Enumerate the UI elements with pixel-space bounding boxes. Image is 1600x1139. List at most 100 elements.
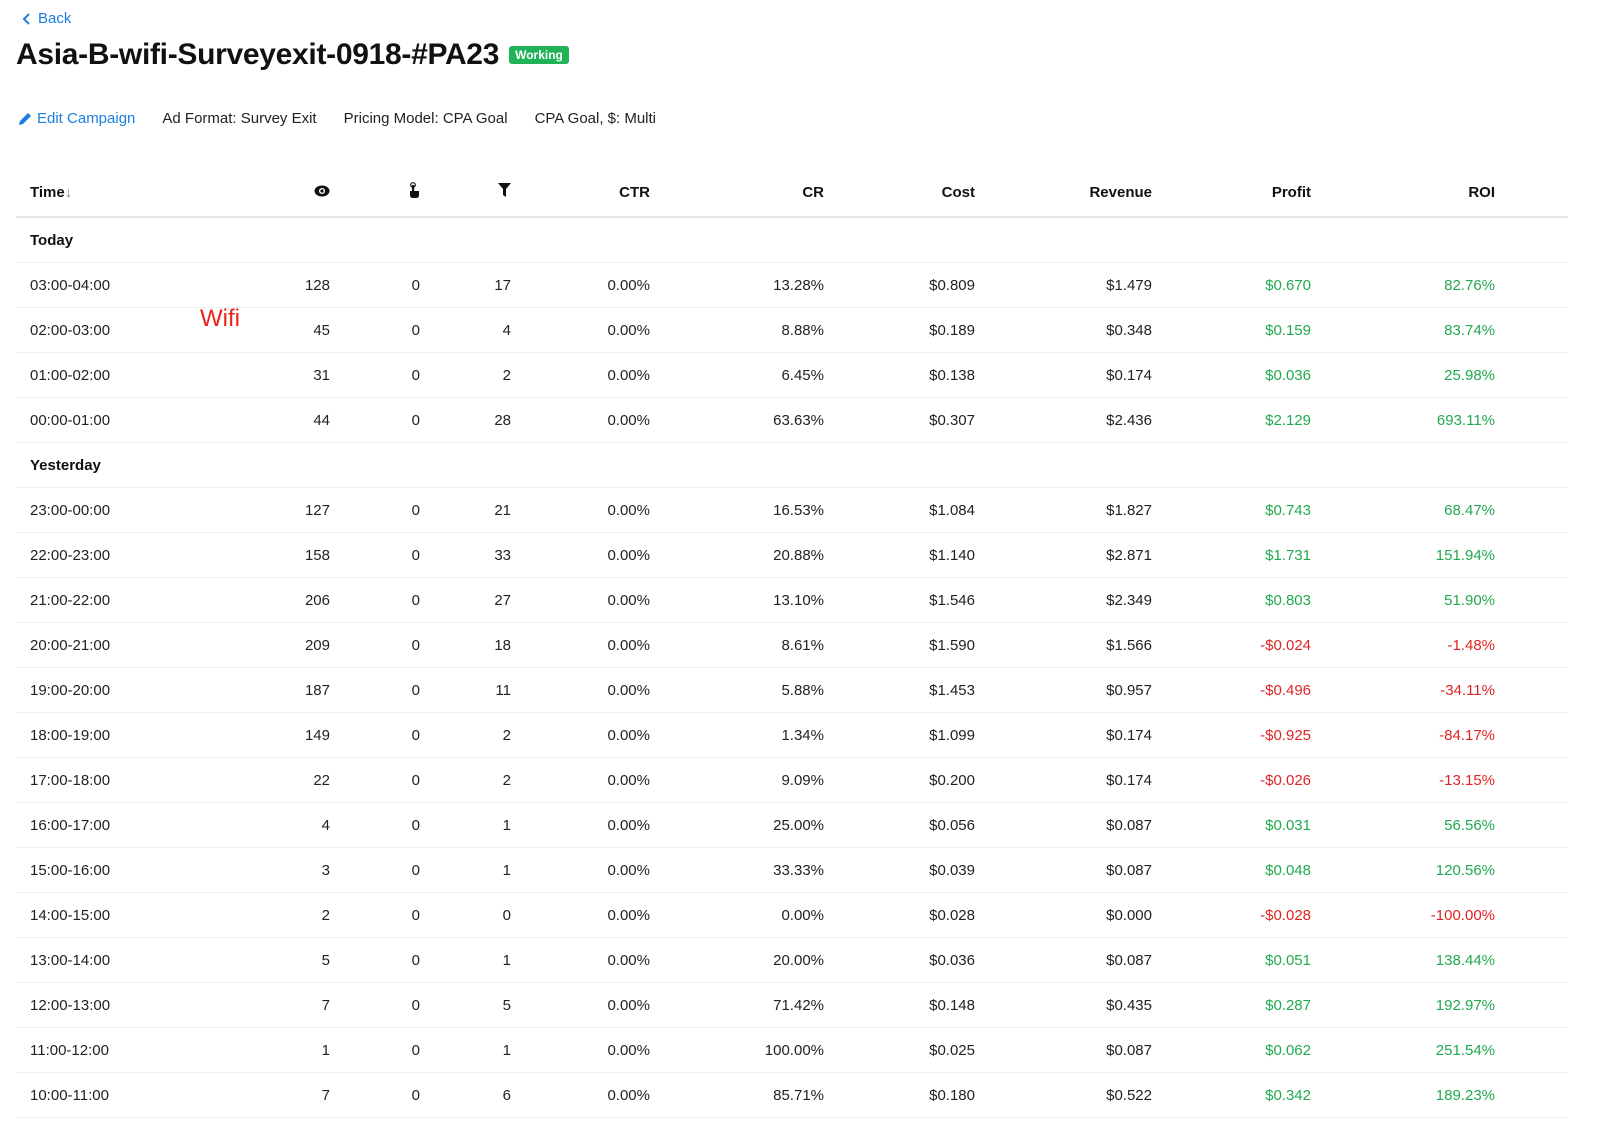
cell-conversions: 0 [420,892,511,938]
column-header-cost[interactable]: Cost [824,168,975,218]
table-row[interactable]: 03:00-04:00 128 0 17 0.00% 13.28% $0.809 $1.479… [16,262,1568,308]
table-row[interactable]: 15:00-16:00 3 0 1 0.00% 33.33% $0.039 $0.087 $0.… [16,847,1568,893]
cell-clicks: 0 [330,622,420,668]
cell-time: 03:00-04:00 [16,262,250,308]
group-label: Yesterday [16,442,1568,488]
cell-cost: $1.084 [824,487,975,533]
cell-roi: 25.98% [1311,352,1495,398]
cell-time: 16:00-17:00 [16,802,250,848]
cell-clicks: 0 [330,712,420,758]
table-row[interactable]: 14:00-15:00 2 0 0 0.00% 0.00% $0.028 $0.000 -$0.… [16,892,1568,938]
cell-roi: -13.15% [1311,757,1495,803]
funnel-icon [498,183,511,197]
cell-profit: $0.051 [1152,937,1311,983]
status-badge: Working [509,46,569,64]
cell-cr: 9.09% [650,757,824,803]
table-row[interactable]: 10:00-11:00 7 0 6 0.00% 85.71% $0.180 $0.522 $0.… [16,1072,1568,1118]
table-row[interactable]: 16:00-17:00 4 0 1 0.00% 25.00% $0.056 $0.087 $0.… [16,802,1568,848]
cell-cr: 13.28% [650,262,824,308]
cell-conversions: 1 [420,847,511,893]
cell-roi: 56.56% [1311,802,1495,848]
cell-roi: -34.11% [1311,667,1495,713]
table-row[interactable]: 18:00-19:00 149 0 2 0.00% 1.34% $1.099 $0.174 -$… [16,712,1568,758]
table-row[interactable]: 11:00-12:00 1 0 1 0.00% 100.00% $0.025 $0.087 $0… [16,1027,1568,1073]
cell-time: 01:00-02:00 [16,352,250,398]
cell-profit: -$0.028 [1152,892,1311,938]
cell-cr: 5.88% [650,667,824,713]
cell-cost: $0.189 [824,307,975,353]
pencil-icon [19,112,31,125]
cell-revenue: $0.000 [975,892,1152,938]
column-header-profit[interactable]: Profit [1152,168,1311,218]
table-row[interactable]: 12:00-13:00 7 0 5 0.00% 71.42% $0.148 $0.435 $0.… [16,982,1568,1028]
table-row[interactable]: 13:00-14:00 5 0 1 0.00% 20.00% $0.036 $0.087 $0.… [16,937,1568,983]
cell-profit: $0.803 [1152,577,1311,623]
column-header-roi[interactable]: ROI [1311,168,1495,218]
cell-conversions: 21 [420,487,511,533]
cell-conversions: 28 [420,397,511,443]
cell-profit: $0.048 [1152,847,1311,893]
cell-ctr: 0.00% [511,802,650,848]
pointer-icon [410,182,419,198]
cell-impressions: 7 [250,982,330,1028]
group-row: Yesterday [16,442,1568,488]
cell-ctr: 0.00% [511,757,650,803]
cell-profit: $0.031 [1152,802,1311,848]
cell-time: 13:00-14:00 [16,937,250,983]
column-header-conversions[interactable] [420,168,511,218]
column-header-clicks[interactable] [330,168,420,218]
cell-clicks: 0 [330,757,420,803]
cell-roi: -84.17% [1311,712,1495,758]
cell-revenue: $0.174 [975,757,1152,803]
cell-conversions: 18 [420,622,511,668]
edit-campaign-button[interactable]: Edit Campaign [18,110,135,127]
table-row[interactable]: 01:00-02:00 31 0 2 0.00% 6.45% $0.138 $0.174 $0.… [16,352,1568,398]
column-header-revenue[interactable]: Revenue [975,168,1152,218]
cell-cost: $1.099 [824,712,975,758]
cell-conversions: 6 [420,1072,511,1118]
cell-conversions: 17 [420,262,511,308]
cell-impressions: 128 [250,262,330,308]
column-header-impressions[interactable] [250,168,330,218]
table-row[interactable]: 20:00-21:00 209 0 18 0.00% 8.61% $1.590 $1.566-… [16,622,1568,668]
table-row[interactable]: 02:00-03:00 45 0 4 0.00% 8.88% $0.189 $0.348 $0.… [16,307,1568,353]
cell-profit: $0.159 [1152,307,1311,353]
cell-clicks: 0 [330,1027,420,1073]
cell-profit: $1.731 [1152,532,1311,578]
cell-cost: $1.453 [824,667,975,713]
cell-ctr: 0.00% [511,352,650,398]
column-header-cr[interactable]: CR [650,168,824,218]
table-row[interactable]: 23:00-00:00 127 0 21 0.00% 16.53% $1.084 $1.827… [16,487,1568,533]
table-row[interactable]: 17:00-18:00 22 0 2 0.00% 9.09% $0.200 $0.174 -$0… [16,757,1568,803]
pricing-model: Pricing Model: CPA Goal [343,110,508,127]
cell-ctr: 0.00% [511,667,650,713]
cell-revenue: $2.436 [975,397,1152,443]
table-row[interactable]: 22:00-23:00 158 0 33 0.00% 20.88% $1.140 $2.871… [16,532,1568,578]
cell-revenue: $0.174 [975,712,1152,758]
cell-cr: 1.34% [650,712,824,758]
table-row[interactable]: 21:00-22:00 206 0 27 0.00% 13.10% $1.546 $2.349… [16,577,1568,623]
cell-ctr: 0.00% [511,937,650,983]
column-header-time[interactable]: Time↓ [16,168,250,218]
cell-revenue: $0.087 [975,937,1152,983]
cell-time: 23:00-00:00 [16,487,250,533]
group-label: Today [16,217,1568,263]
cell-roi: 120.56% [1311,847,1495,893]
column-header-ctr[interactable]: CTR [511,168,650,218]
cell-conversions: 5 [420,982,511,1028]
cell-impressions: 149 [250,712,330,758]
cell-time: 15:00-16:00 [16,847,250,893]
cell-impressions: 206 [250,577,330,623]
cell-roi: 251.54% [1311,1027,1495,1073]
cell-time: 22:00-23:00 [16,532,250,578]
cell-revenue: $0.348 [975,307,1152,353]
cell-cost: $0.307 [824,397,975,443]
cell-time: 21:00-22:00 [16,577,250,623]
cell-roi: 151.94% [1311,532,1495,578]
cell-cost: $0.028 [824,892,975,938]
cell-conversions: 2 [420,712,511,758]
cell-ctr: 0.00% [511,622,650,668]
table-row[interactable]: 00:00-01:00 44 0 28 0.00% 63.63% $0.307 $2.436 $… [16,397,1568,443]
back-link[interactable]: Back [22,10,71,27]
table-row[interactable]: 19:00-20:00 187 0 11 0.00% 5.88% $1.453 $0.957-… [16,667,1568,713]
